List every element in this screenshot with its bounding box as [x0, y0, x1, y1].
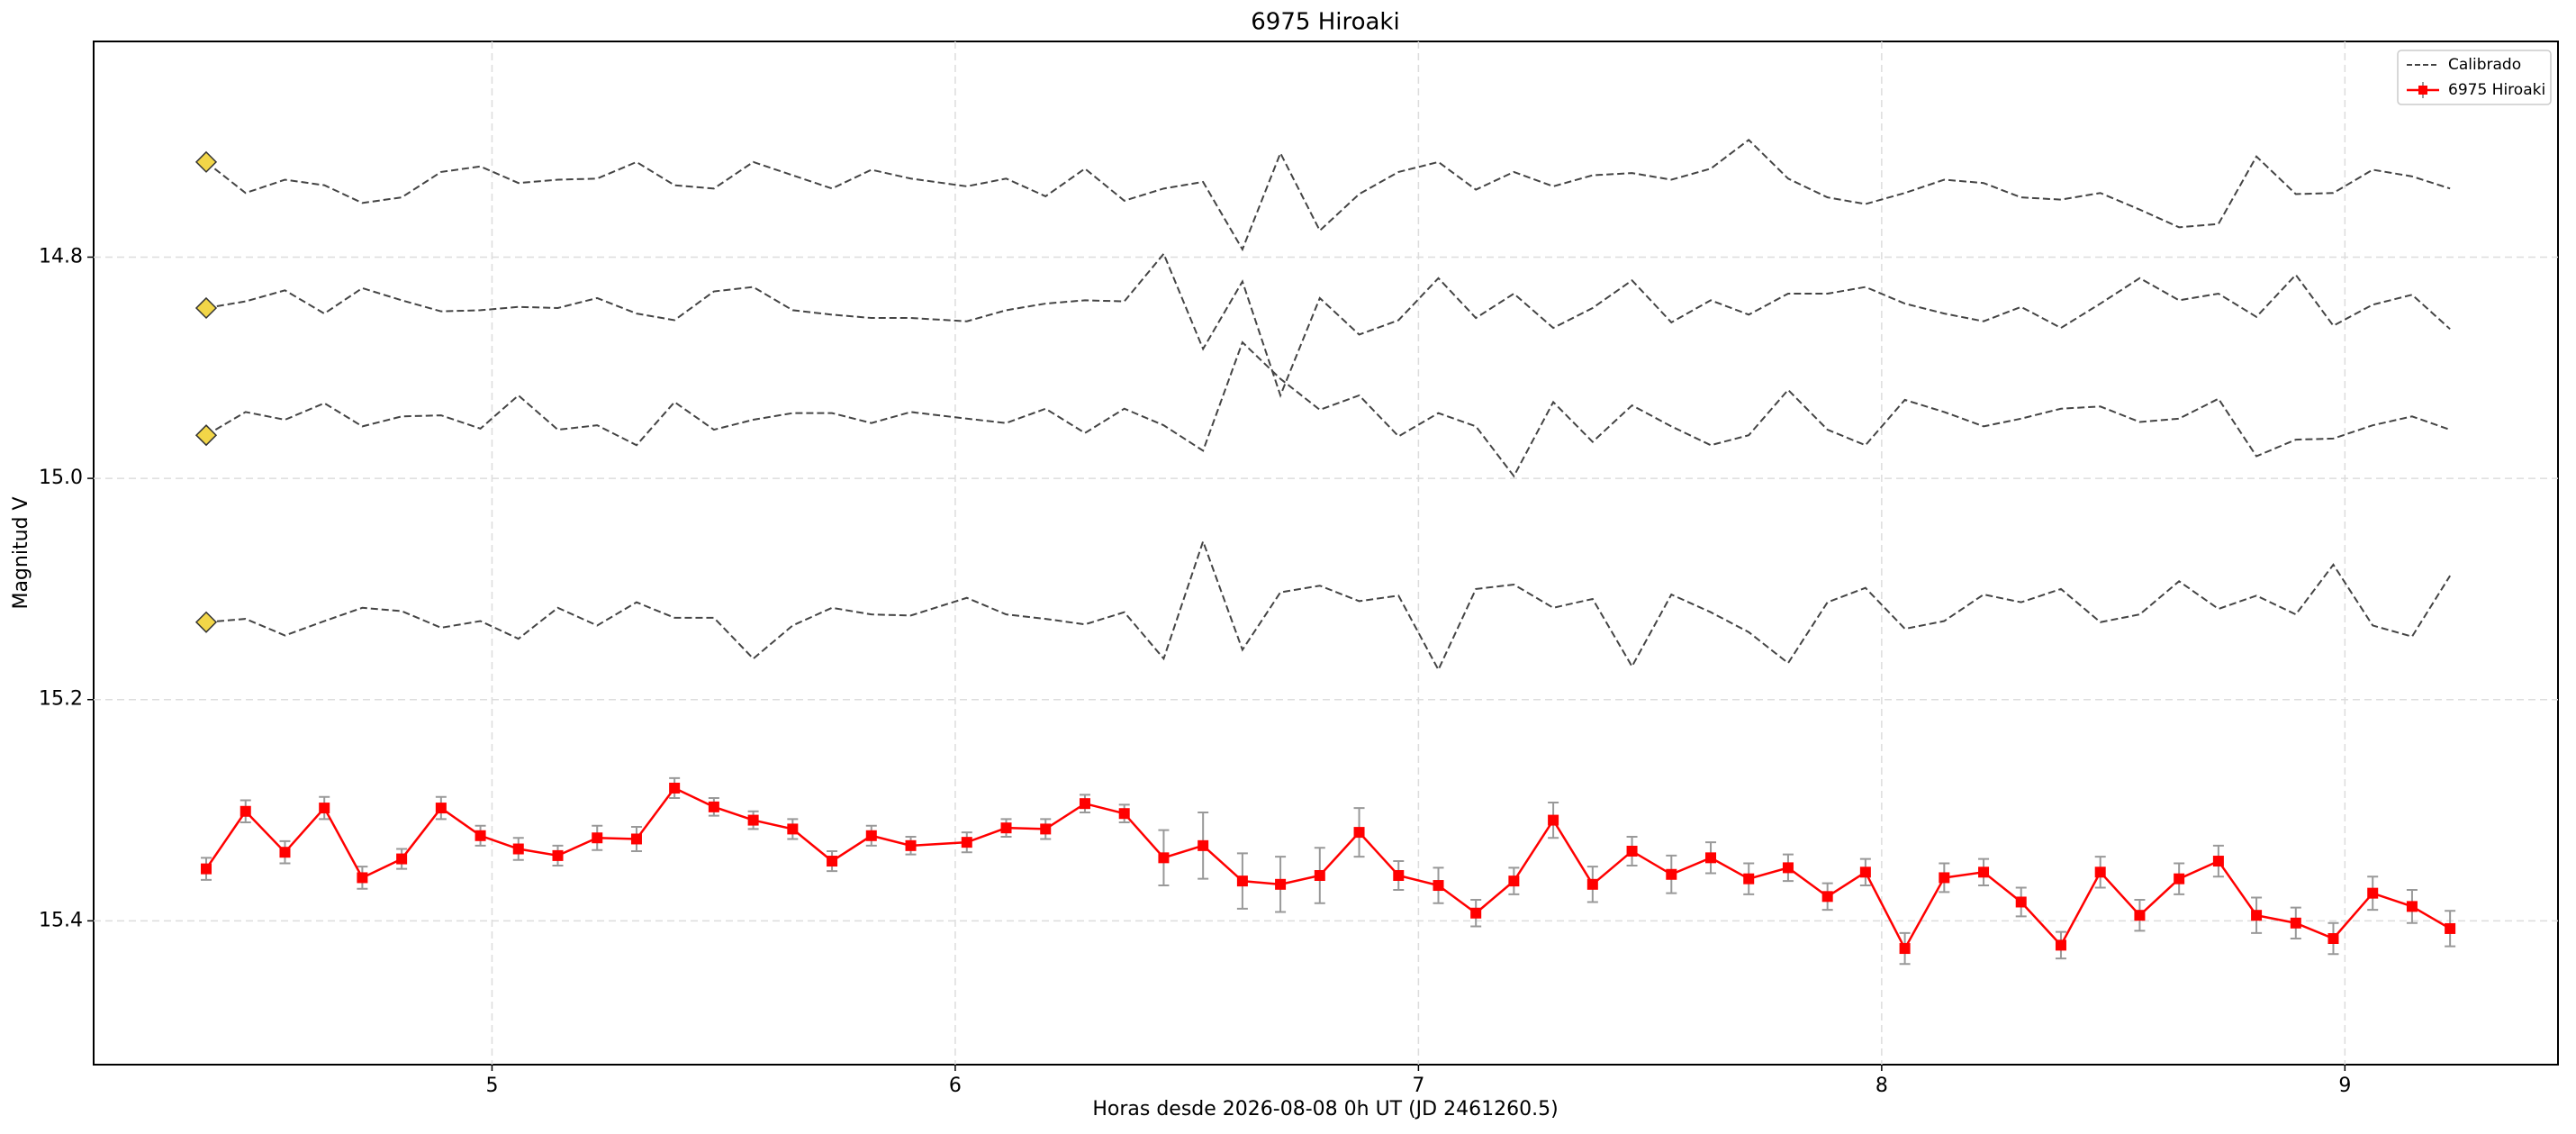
series-marker	[1079, 798, 1090, 810]
series-marker	[1393, 869, 1405, 881]
x-tick-label: 8	[1876, 1075, 1888, 1097]
x-tick-label: 7	[1412, 1075, 1424, 1097]
y-tick-label: 15.4	[39, 909, 83, 931]
series-marker	[475, 830, 486, 841]
series-marker	[1782, 862, 1794, 874]
y-tick-label: 15.0	[39, 467, 83, 489]
series-marker	[2094, 866, 2106, 878]
series-marker	[2406, 901, 2418, 912]
series-marker	[1939, 872, 1950, 884]
calibrated-line	[205, 251, 2451, 398]
x-axis-label: Horas desde 2026-08-08 0h UT (JD 2461260…	[1092, 1098, 1558, 1120]
calibrated-line	[205, 539, 2451, 672]
x-tick-label: 9	[2338, 1075, 2351, 1097]
series-marker	[669, 782, 681, 794]
x-tick-label: 6	[949, 1075, 962, 1097]
series-marker	[1118, 808, 1130, 820]
series-marker	[2251, 910, 2263, 921]
series-marker	[2367, 887, 2379, 899]
series-marker	[1743, 873, 1755, 885]
series-marker	[1470, 907, 1482, 919]
y-axis-label: Magnitud V	[10, 496, 32, 609]
series-marker	[1705, 852, 1717, 864]
series-marker	[1548, 814, 1559, 826]
series-marker	[1433, 880, 1444, 892]
calibration-marker	[194, 150, 218, 173]
series-marker	[747, 814, 759, 826]
legend-swatch	[2418, 86, 2427, 95]
series-marker	[1198, 839, 1209, 851]
series-marker	[319, 803, 330, 814]
legend-label: 6975 Hiroaki	[2448, 81, 2545, 99]
series-line	[204, 786, 2451, 951]
series-marker	[2445, 922, 2456, 934]
series-marker	[1859, 866, 1871, 878]
series-marker	[1000, 822, 1012, 834]
series-marker	[2174, 873, 2185, 885]
series-marker	[1314, 869, 1325, 881]
series-marker	[2055, 939, 2066, 951]
calibrated-line	[205, 340, 2451, 478]
series-marker	[1821, 891, 1833, 903]
series-marker	[357, 872, 368, 884]
series-marker	[1508, 875, 1520, 887]
calibration-marker	[194, 611, 218, 633]
calibration-marker	[194, 296, 218, 320]
series-marker	[1899, 943, 1911, 955]
calibration-marker	[194, 424, 218, 447]
legend-label: Calibrado	[2448, 56, 2521, 74]
series-marker	[552, 849, 564, 861]
y-tick-label: 14.8	[39, 245, 83, 268]
series-marker	[201, 863, 212, 875]
series-marker	[279, 847, 291, 858]
x-tick-label: 5	[485, 1075, 498, 1097]
series-marker	[905, 839, 917, 851]
series-marker	[1626, 845, 1638, 857]
series-marker	[1353, 827, 1365, 839]
series-marker	[2290, 917, 2301, 929]
series-marker	[1158, 852, 1170, 864]
series-marker	[512, 843, 524, 855]
series-marker	[1236, 875, 1248, 887]
series-marker	[592, 832, 603, 844]
series-marker	[708, 801, 719, 812]
chart-title: 6975 Hiroaki	[1251, 9, 1399, 36]
series-marker	[435, 803, 447, 814]
series-marker	[1040, 823, 1052, 835]
series-marker	[2015, 896, 2027, 908]
series-marker	[630, 833, 642, 845]
series-marker	[1666, 868, 1677, 880]
series-marker	[865, 830, 877, 841]
y-tick-label: 15.2	[39, 688, 83, 711]
series-marker	[2327, 932, 2339, 944]
legend: Calibrado 6975 Hiroaki	[2397, 50, 2552, 105]
series-marker	[396, 853, 408, 865]
series-marker	[787, 823, 799, 835]
series-marker	[1978, 866, 1990, 878]
series-marker	[1275, 878, 1287, 890]
series-marker	[2212, 856, 2224, 867]
series-marker	[240, 805, 251, 817]
series-marker	[961, 837, 972, 848]
series-marker	[2134, 910, 2146, 921]
series-marker	[827, 856, 838, 867]
series-marker	[1586, 878, 1598, 890]
plot-frame	[93, 41, 2559, 1066]
calibrated-line	[205, 138, 2451, 252]
